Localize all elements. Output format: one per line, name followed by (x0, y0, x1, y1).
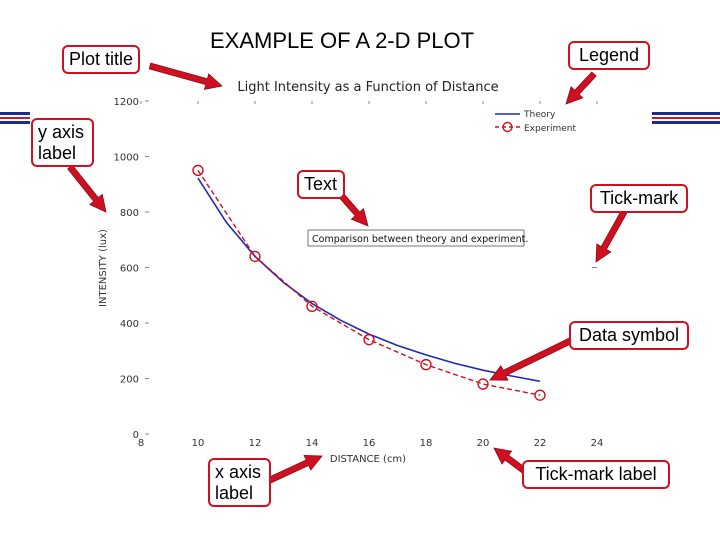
right-stripe-blue (652, 112, 720, 115)
arrow-data-symbol (489, 337, 572, 381)
x-tick-label: 24 (591, 438, 604, 449)
y-tick-label: 1200 (114, 97, 139, 108)
experiment-point (534, 389, 546, 401)
theory-series (197, 177, 541, 383)
arrow-plot-title (148, 62, 223, 90)
x-tick-label: 22 (534, 438, 547, 449)
left-stripe-blue-2 (0, 121, 30, 124)
y-tick-label: 600 (120, 264, 139, 275)
x-tick-label: 10 (192, 438, 205, 449)
x-tick-label: 14 (306, 438, 319, 449)
left-stripe-red (0, 117, 30, 119)
y-axis-label: INTENSITY (lux) (98, 229, 109, 307)
experiment-series (192, 164, 546, 401)
y-tick-label: 1000 (114, 153, 139, 164)
x-tick-label: 8 (138, 438, 144, 449)
x-tick-label: 12 (249, 438, 262, 449)
left-stripe-blue (0, 112, 30, 115)
plot-title: Light Intensity as a Function of Distanc… (237, 80, 498, 95)
callout-tick-mark-label: Tick-mark label (522, 460, 670, 489)
y-tick-label: 200 (120, 375, 139, 386)
arrow-tick-mark (595, 209, 628, 263)
callout-y-axis-label-line1: y axis (38, 122, 85, 142)
callout-legend: Legend (568, 41, 650, 70)
arrow-tick-mark-label (493, 447, 529, 475)
x-tick-label: 20 (477, 438, 490, 449)
callout-x-axis-label-line2: label (215, 482, 254, 503)
slide-title: EXAMPLE OF A 2-D PLOT (210, 28, 475, 53)
x-axis-label: DISTANCE (cm) (330, 454, 406, 465)
callout-tick-mark: Tick-mark (590, 184, 688, 213)
experiment-point (192, 164, 204, 177)
annotation-text: Comparison between theory and experiment… (312, 234, 528, 245)
callout-plot-title: Plot title (62, 45, 141, 74)
legend-experiment-marker (502, 121, 513, 133)
y-tick-label: 0 (133, 430, 139, 441)
callout-x-axis-label: x axis label (208, 458, 271, 508)
right-stripe-red (652, 117, 720, 119)
x-tick-label: 16 (363, 438, 376, 449)
annotation-box: Comparison between theory and experiment… (307, 229, 528, 247)
callout-arrows (67, 62, 628, 484)
arrow-y-axis-label (67, 164, 107, 213)
x-tick-label: 18 (420, 438, 433, 449)
legend-experiment-label: Experiment (524, 124, 576, 134)
experiment-point (477, 378, 489, 390)
y-tick-label: 800 (120, 208, 139, 219)
y-tick-label: 400 (120, 319, 139, 330)
experiment-point (306, 300, 318, 313)
callout-data-symbol: Data symbol (569, 321, 689, 350)
experiment-point (363, 333, 375, 346)
legend: Theory Experiment (495, 110, 576, 134)
callout-y-axis-label: y axis label (31, 118, 94, 168)
arrow-text (337, 191, 369, 227)
axis-layer: 8 10 12 14 16 18 20 22 24 0 200 400 600 800 1000 1200 (114, 97, 604, 449)
experiment-point (249, 250, 261, 263)
callout-text: Text (297, 170, 345, 199)
experiment-point (420, 358, 432, 371)
experiment-line (197, 169, 541, 396)
theory-line (197, 177, 541, 383)
callout-y-axis-label-line2: label (38, 142, 77, 163)
right-stripe-blue-2 (652, 121, 720, 124)
arrow-legend (565, 71, 597, 105)
arrow-x-axis-label (268, 454, 323, 484)
callout-x-axis-label-line1: x axis (215, 462, 262, 482)
legend-theory-label: Theory (523, 110, 556, 120)
